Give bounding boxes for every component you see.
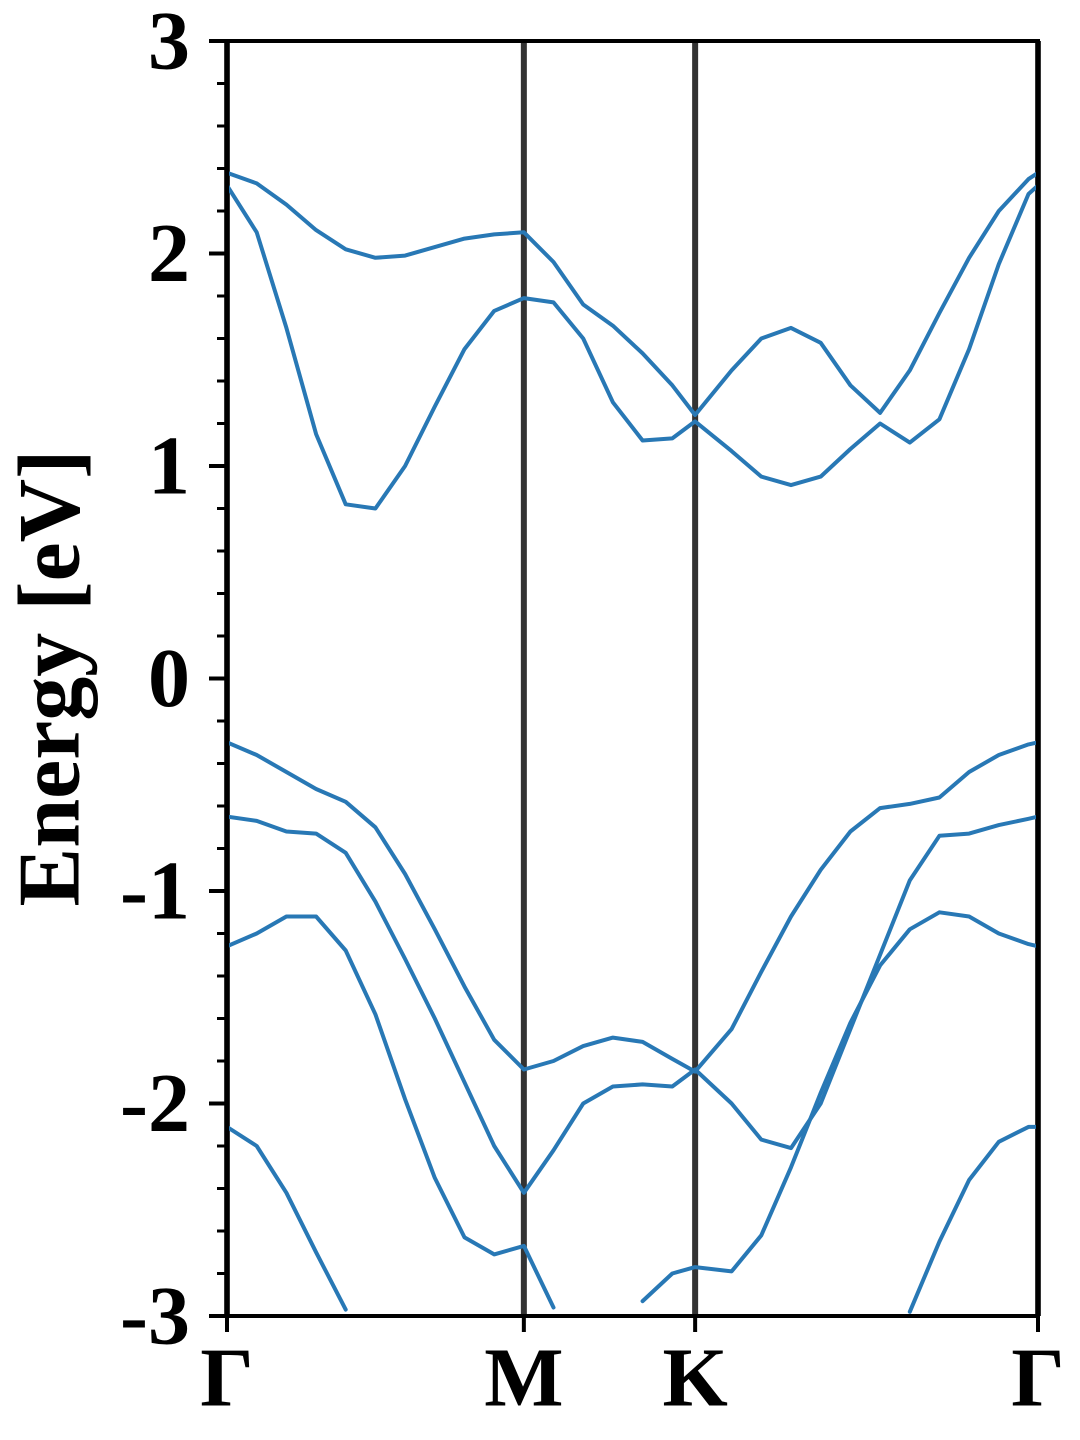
y-tick-label: -3 xyxy=(120,1270,190,1363)
band-line xyxy=(227,1124,1038,1314)
x-tick-label: M xyxy=(484,1332,563,1425)
band-line xyxy=(227,814,1038,1195)
plot-frame xyxy=(225,39,1040,1318)
y-axis-label: Energy [eV] xyxy=(2,450,99,907)
band-line xyxy=(227,910,1038,1310)
y-tick-label: 0 xyxy=(148,632,190,725)
x-tick-label: K xyxy=(662,1332,727,1425)
x-tick-label: Γ xyxy=(1011,1332,1064,1425)
band-line xyxy=(227,740,1038,1074)
band-line xyxy=(227,183,1038,511)
band-line xyxy=(227,170,1038,417)
y-tick-label: 3 xyxy=(148,0,190,88)
y-tick-label: -2 xyxy=(120,1057,190,1150)
bands xyxy=(227,170,1038,1314)
y-tick-label: 2 xyxy=(148,207,190,300)
y-tick-label: -1 xyxy=(120,845,190,938)
x-tick-label: Γ xyxy=(200,1332,253,1425)
y-tick-label: 1 xyxy=(148,420,190,513)
